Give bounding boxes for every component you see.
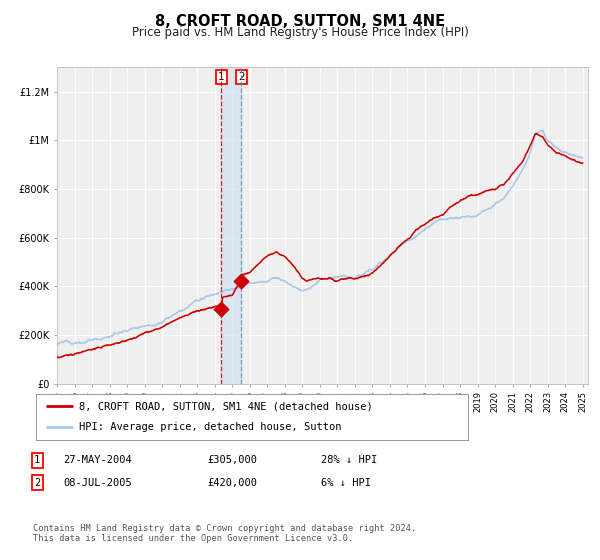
Text: £420,000: £420,000 bbox=[207, 478, 257, 488]
Text: HPI: Average price, detached house, Sutton: HPI: Average price, detached house, Sutt… bbox=[79, 422, 342, 432]
Text: 08-JUL-2005: 08-JUL-2005 bbox=[63, 478, 132, 488]
Text: 2: 2 bbox=[238, 72, 245, 82]
Text: 1: 1 bbox=[218, 72, 224, 82]
Text: 8, CROFT ROAD, SUTTON, SM1 4NE (detached house): 8, CROFT ROAD, SUTTON, SM1 4NE (detached… bbox=[79, 401, 373, 411]
Bar bbox=[221, 67, 241, 384]
Text: 28% ↓ HPI: 28% ↓ HPI bbox=[321, 455, 377, 465]
Point bbox=[236, 277, 246, 286]
Text: 1: 1 bbox=[34, 455, 40, 465]
Text: 6% ↓ HPI: 6% ↓ HPI bbox=[321, 478, 371, 488]
Point bbox=[217, 305, 226, 314]
Text: 8, CROFT ROAD, SUTTON, SM1 4NE: 8, CROFT ROAD, SUTTON, SM1 4NE bbox=[155, 14, 445, 29]
Text: 2: 2 bbox=[34, 478, 40, 488]
Text: 27-MAY-2004: 27-MAY-2004 bbox=[63, 455, 132, 465]
Text: £305,000: £305,000 bbox=[207, 455, 257, 465]
Text: Price paid vs. HM Land Registry's House Price Index (HPI): Price paid vs. HM Land Registry's House … bbox=[131, 26, 469, 39]
Text: Contains HM Land Registry data © Crown copyright and database right 2024.
This d: Contains HM Land Registry data © Crown c… bbox=[33, 524, 416, 543]
